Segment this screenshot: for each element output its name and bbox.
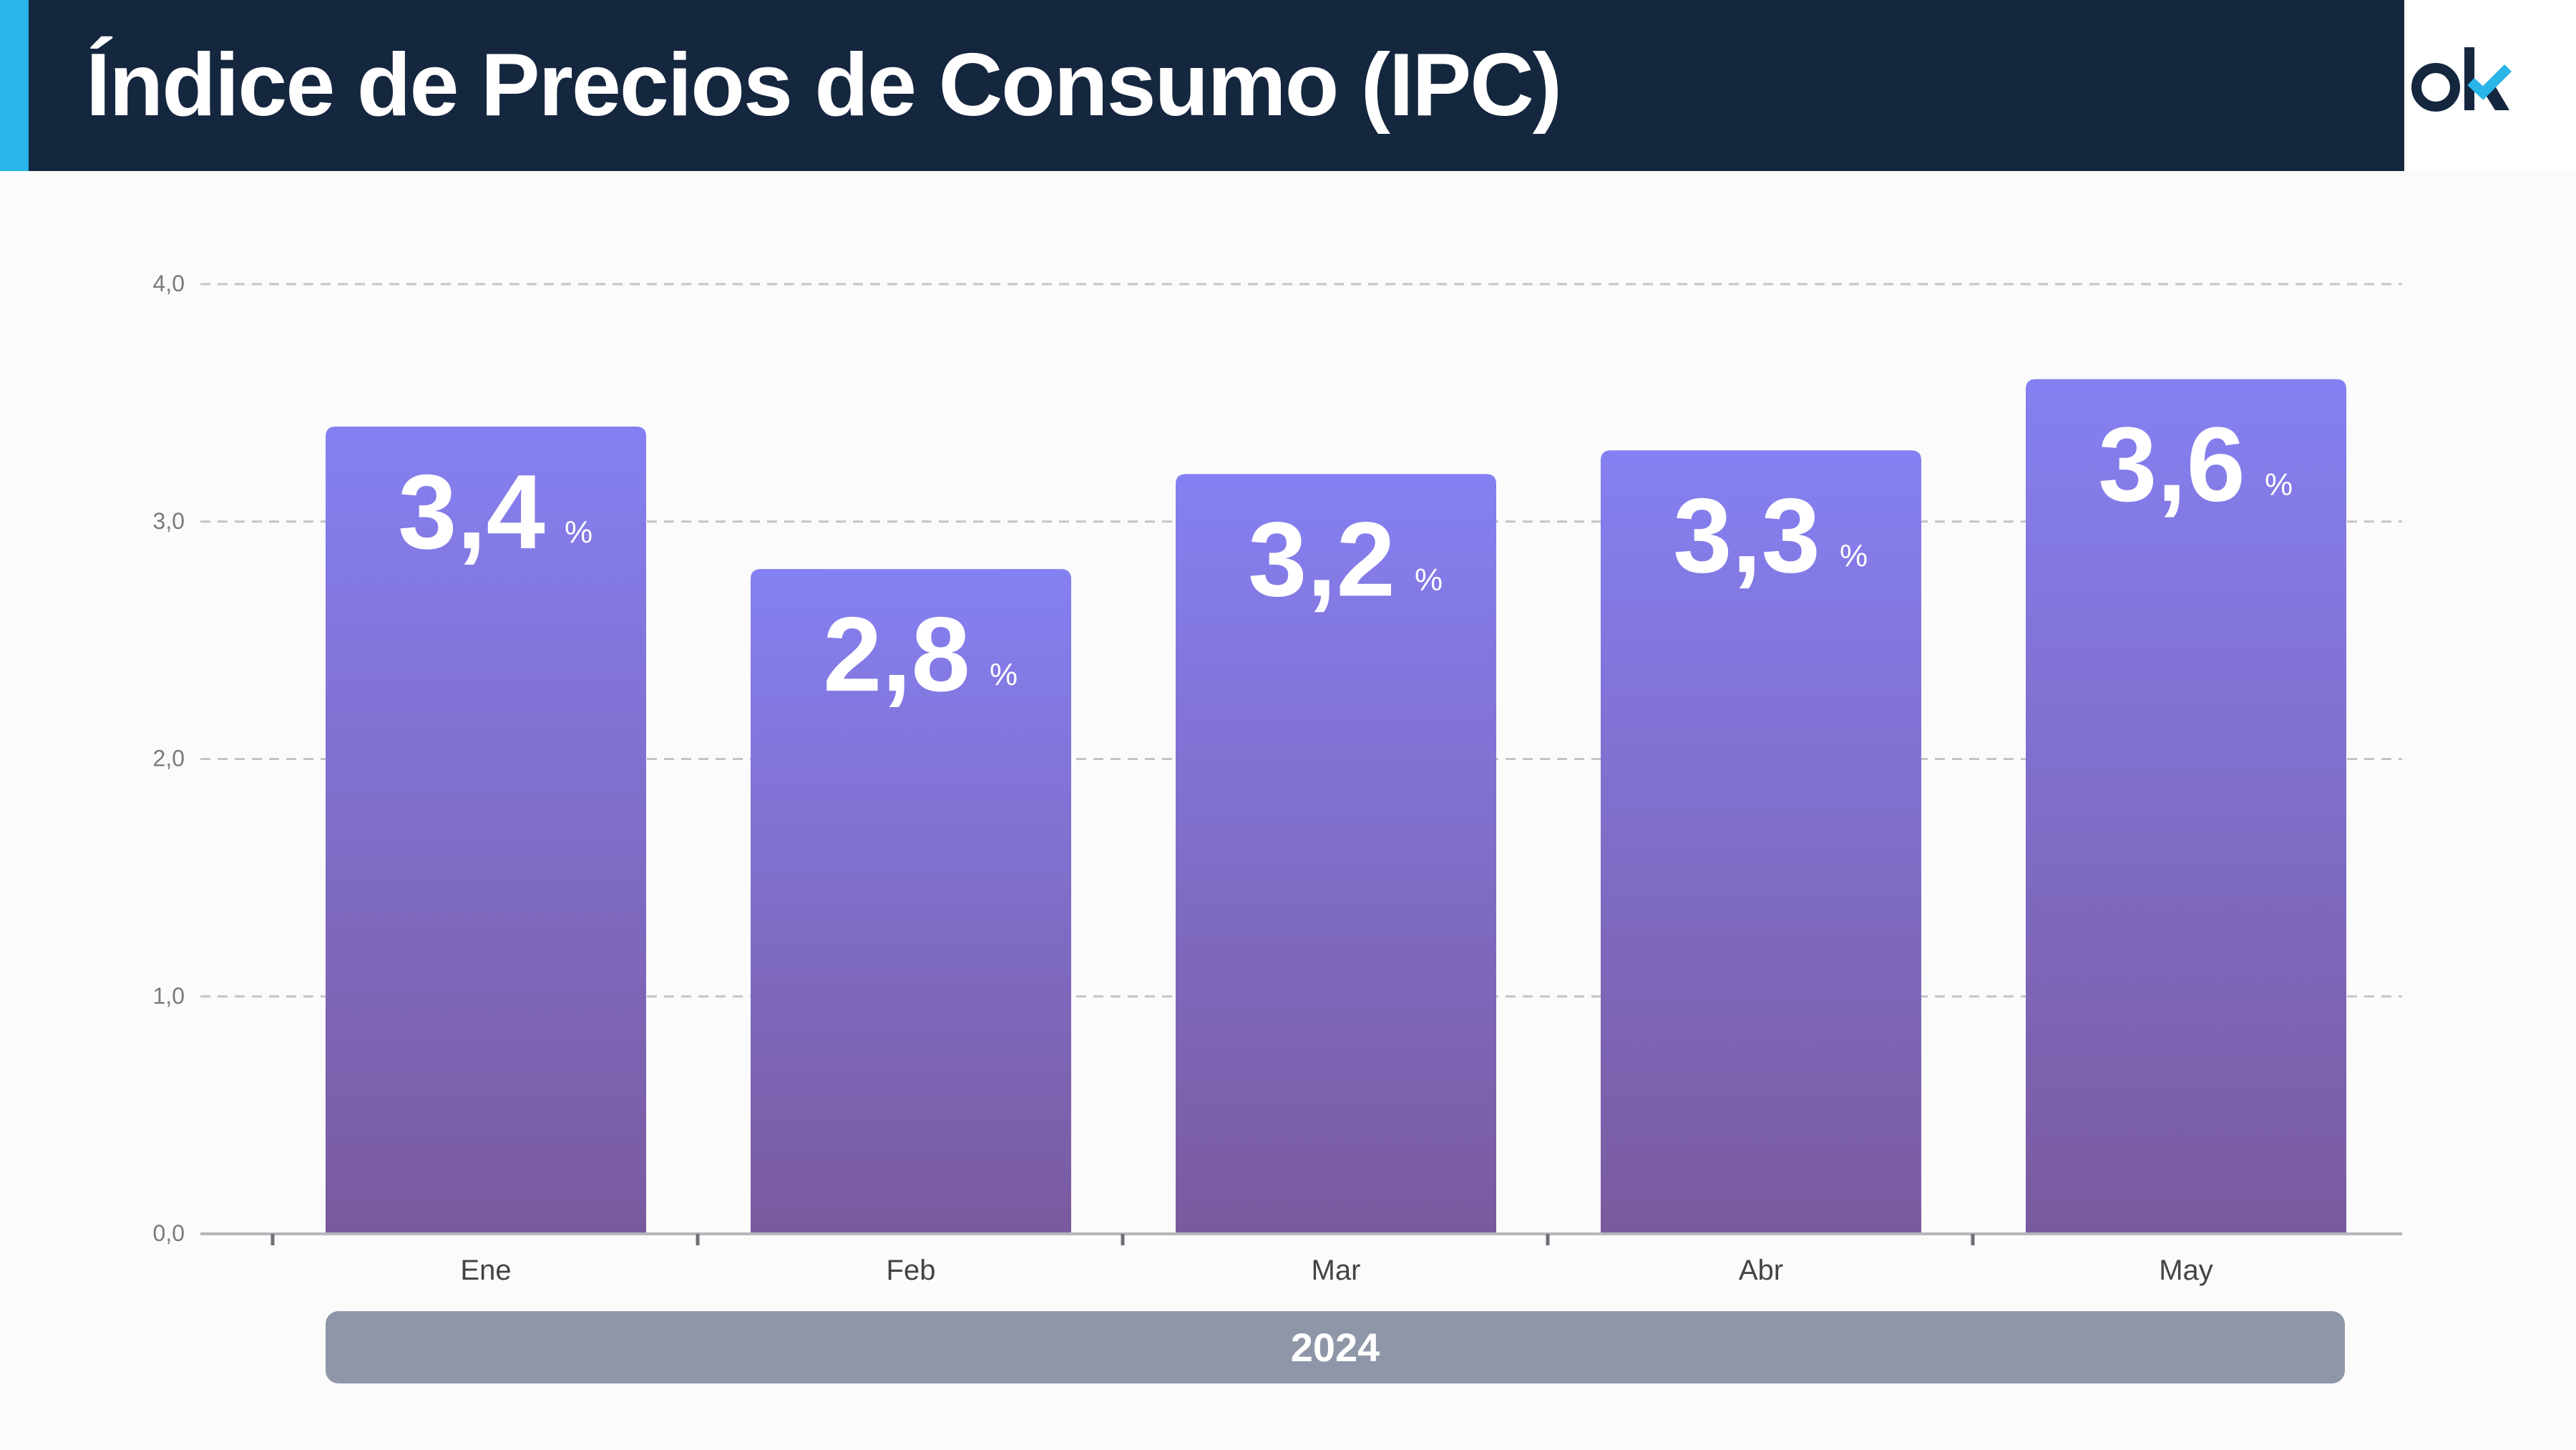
y-tick-label: 4,0 (153, 271, 185, 296)
bar-value-label: 3,2 (1248, 500, 1395, 618)
bar-may (2026, 379, 2346, 1235)
bar-value-suffix: % (990, 657, 1018, 692)
bar-value-suffix: % (565, 515, 592, 550)
y-tick-label: 0,0 (153, 1220, 185, 1246)
x-tick-label: Feb (887, 1255, 936, 1286)
bar-feb (751, 569, 1071, 1234)
year-label: 2024 (1291, 1325, 1380, 1370)
ok-logo (2404, 0, 2576, 171)
y-tick-label: 1,0 (153, 983, 185, 1008)
bar-value-suffix: % (1415, 562, 1443, 597)
bar-abr (1601, 450, 1921, 1234)
bar-value-label: 2,8 (823, 595, 970, 714)
accent-strip (0, 0, 29, 171)
bar-value-suffix: % (2265, 467, 2293, 502)
bar-mar (1176, 474, 1496, 1234)
bar-value-suffix: % (1840, 538, 1868, 573)
header-bar: Índice de Precios de Consumo (IPC) (0, 0, 2404, 171)
y-tick-label: 2,0 (153, 746, 185, 772)
x-tick-label: Mar (1312, 1255, 1361, 1286)
year-band (326, 1311, 2345, 1383)
bar-value-label: 3,4 (398, 453, 545, 571)
x-tick-label: Abr (1739, 1255, 1783, 1286)
bar-value-label: 3,6 (2098, 406, 2245, 524)
ok-logo-icon (2411, 47, 2512, 112)
x-tick-label: Ene (460, 1255, 511, 1286)
page-title: Índice de Precios de Consumo (IPC) (86, 36, 1562, 135)
bar-ene (326, 427, 646, 1234)
x-tick-label: May (2159, 1255, 2213, 1286)
bar-value-label: 3,3 (1673, 477, 1820, 595)
y-tick-label: 3,0 (153, 508, 185, 534)
